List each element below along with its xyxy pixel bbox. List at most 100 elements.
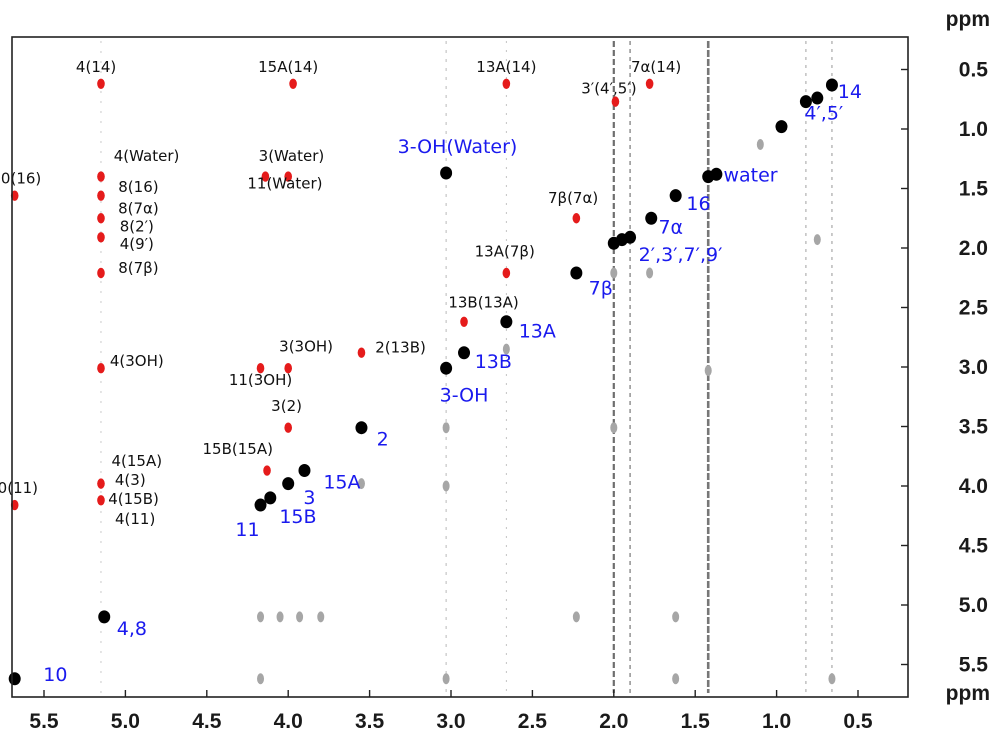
- diagonal-peak: [645, 211, 658, 225]
- cross-peak: [256, 362, 265, 374]
- x-axis-label: ppm: [946, 682, 990, 705]
- cross-peak-label: 11(Water): [247, 175, 322, 193]
- x-tick-label: 4.5: [192, 710, 222, 733]
- x-tick-label: 5.0: [111, 710, 140, 733]
- artifact-peak: [442, 422, 450, 434]
- x-tick-label: 1.0: [762, 710, 791, 733]
- cross-peak: [645, 78, 654, 89]
- diagonal-peak-label: 7α: [658, 217, 683, 239]
- cross-peak: [460, 316, 468, 327]
- cross-peak: [263, 465, 271, 476]
- x-tick-label: 2.5: [518, 710, 548, 733]
- cross-peak: [284, 171, 293, 182]
- cross-peak-label: 3(3OH): [279, 338, 333, 356]
- cross-peak-label: 11(3OH): [229, 371, 292, 389]
- cross-peak: [97, 267, 105, 279]
- cross-peak-label: 3(Water): [259, 147, 325, 165]
- cross-peak-label: 8(2′): [120, 217, 154, 235]
- cross-peak: [97, 78, 105, 89]
- cross-peak: [97, 232, 105, 243]
- artifact-peak: [317, 611, 325, 623]
- artifact-peak: [756, 138, 764, 150]
- cross-peak: [611, 96, 620, 107]
- artifact-peak: [646, 267, 654, 279]
- diagonal-peak-label: 3-OH: [440, 385, 489, 407]
- cross-peak-label: 10(16): [0, 170, 41, 188]
- diagonal-peak: [8, 672, 21, 686]
- diagonal-peak-label: 2: [377, 429, 389, 451]
- cross-peak-label: 4(Water): [114, 147, 180, 165]
- cross-peak-label: 4(11): [115, 510, 155, 528]
- axes: 5.5 5.0 4.5 4.0 3.5 3.0 2.5 2.0 1.5 1.0 0.5 0.5 1.0 1…: [11, 8, 990, 733]
- diagonal-peak: [825, 78, 838, 92]
- x-tick-label: 4.0: [274, 710, 303, 733]
- diagonal-peak-label: 3-OH(Water): [398, 136, 518, 158]
- diagonal-peak-label: water: [723, 164, 777, 186]
- cross-peak-label: 4(15B): [108, 490, 159, 508]
- artifact-peak: [442, 480, 450, 492]
- y-tick-label: 4.5: [959, 535, 989, 558]
- diagonal-peak: [458, 346, 471, 360]
- diagonal-peak: [282, 477, 295, 491]
- y-tick-label: 3.5: [959, 416, 989, 439]
- cross-peak-label: 8(16): [118, 178, 158, 196]
- diagonal-peak-label: 4,8: [117, 618, 147, 640]
- cross-peak: [97, 190, 105, 201]
- artifact-peak: [257, 673, 265, 685]
- diagonal-peak: [775, 120, 788, 134]
- diagonal-peak: [264, 491, 277, 505]
- diagonal-peak-label: 14: [838, 81, 862, 103]
- cross-peak-label: 8(7α): [118, 199, 159, 217]
- diagonal-peak: [799, 95, 812, 109]
- y-tick-label: 0.5: [959, 59, 989, 82]
- y-tick-label: 2.0: [959, 237, 988, 260]
- diagonal-peak: [440, 166, 453, 180]
- cross-peak-label: 13B(13A): [448, 294, 518, 312]
- cross-peak: [284, 422, 293, 433]
- artifact-peak: [610, 267, 618, 279]
- diagonal-peak: [811, 91, 824, 105]
- diagonal-peak-label: 10: [43, 664, 67, 686]
- y-tick-label: 2.5: [959, 297, 989, 320]
- diagonal-peak: [710, 167, 723, 181]
- artifact-peak: [296, 611, 304, 623]
- cross-peak: [97, 478, 105, 489]
- diagonal-peaks: [8, 78, 838, 686]
- diagonal-peak: [355, 421, 368, 435]
- artifact-peak: [704, 365, 712, 377]
- x-tick-label: 0.5: [843, 710, 873, 733]
- y-tick-label: 5.5: [959, 654, 989, 677]
- artifact-peak: [813, 234, 821, 246]
- cross-peak-label: 4(15A): [111, 452, 162, 470]
- cross-peak-label: 4(9′): [120, 235, 154, 253]
- cross-peak: [357, 347, 366, 358]
- diagonal-peak: [254, 498, 267, 512]
- diagonal-peak-label: 2′,3′,7′,9′: [639, 244, 723, 266]
- diagonal-peak-label: 16: [686, 193, 710, 215]
- cross-peak: [97, 495, 105, 506]
- x-tick-label: 3.5: [355, 710, 385, 733]
- artifact-peak: [610, 422, 618, 434]
- x-tick-label: 2.0: [599, 710, 628, 733]
- cross-peak-label: 15A(14): [258, 58, 318, 76]
- diagonal-peak-label: 3: [303, 487, 315, 509]
- cross-peak-label: 3(2): [271, 397, 302, 415]
- cross-peak: [502, 78, 511, 89]
- artifact-peak: [828, 673, 836, 685]
- cross-peak-label: 2(13B): [375, 339, 426, 357]
- artifact-peak: [357, 478, 365, 490]
- diagonal-peak-label: 15A: [323, 471, 360, 493]
- artifact-peak: [502, 343, 510, 355]
- cross-peak-label: 13A(7β): [475, 242, 535, 260]
- artifact-peak: [572, 611, 580, 623]
- x-tick-label: 3.0: [436, 710, 465, 733]
- diagonal-peak-label: 13A: [519, 320, 556, 342]
- cross-peak: [97, 213, 105, 224]
- diagonal-peak-label: 11: [235, 519, 259, 541]
- diagonal-peak-label: 13B: [475, 351, 512, 373]
- x-tick-label: 1.5: [681, 710, 711, 733]
- cross-peak-label: 10(11): [0, 479, 38, 497]
- cross-peak-label: 3′(4′,5′): [581, 79, 636, 97]
- diagonal-peak: [500, 315, 513, 329]
- diagonal-peak: [440, 361, 453, 375]
